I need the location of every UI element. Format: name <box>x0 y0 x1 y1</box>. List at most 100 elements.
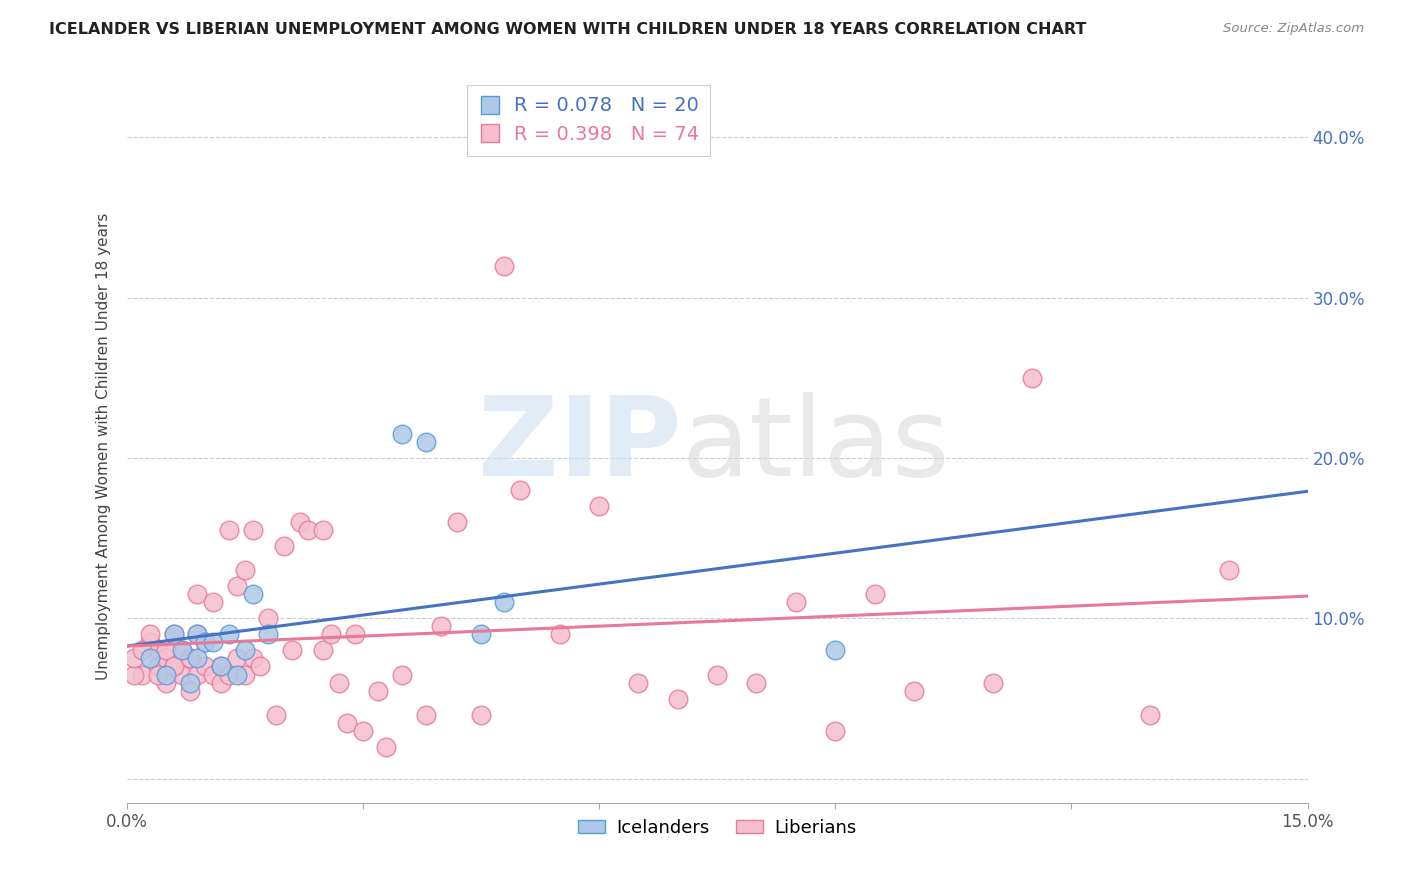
Point <box>375 739 398 754</box>
Point <box>170 643 193 657</box>
Text: Source: ZipAtlas.com: Source: ZipAtlas.com <box>1223 22 1364 36</box>
Point <box>785 595 807 609</box>
Point <box>131 667 153 681</box>
Point <box>981 675 1004 690</box>
Point <box>202 667 225 681</box>
Point <box>163 627 186 641</box>
Point <box>139 635 162 649</box>
Point <box>202 635 225 649</box>
Point <box>202 595 225 609</box>
Point <box>312 523 335 537</box>
Point <box>415 707 437 722</box>
Y-axis label: Unemployment Among Women with Children Under 18 years: Unemployment Among Women with Children U… <box>96 212 111 680</box>
Point <box>242 651 264 665</box>
Point <box>194 635 217 649</box>
Point <box>163 659 186 673</box>
Point <box>124 651 146 665</box>
Point <box>186 651 208 665</box>
Point <box>155 651 177 665</box>
Point <box>391 427 413 442</box>
Point <box>186 627 208 641</box>
Point <box>233 563 256 577</box>
Point <box>627 675 650 690</box>
Point <box>218 627 240 641</box>
Point <box>288 515 311 529</box>
Point <box>209 659 232 673</box>
Point <box>233 643 256 657</box>
Point <box>186 627 208 641</box>
Point <box>146 643 169 657</box>
Point <box>903 683 925 698</box>
Point <box>225 579 247 593</box>
Point <box>430 619 453 633</box>
Point <box>139 627 162 641</box>
Point <box>446 515 468 529</box>
Point <box>470 707 492 722</box>
Point <box>588 499 610 513</box>
Legend: Icelanders, Liberians: Icelanders, Liberians <box>571 812 863 844</box>
Point <box>863 587 886 601</box>
Point <box>509 483 531 497</box>
Point <box>494 595 516 609</box>
Point <box>155 643 177 657</box>
Point <box>343 627 366 641</box>
Point <box>179 651 201 665</box>
Point <box>706 667 728 681</box>
Point <box>242 587 264 601</box>
Point <box>146 667 169 681</box>
Point <box>124 667 146 681</box>
Point <box>170 667 193 681</box>
Point <box>415 435 437 450</box>
Point <box>257 611 280 625</box>
Point <box>321 627 343 641</box>
Point <box>139 651 162 665</box>
Point <box>264 707 287 722</box>
Point <box>194 635 217 649</box>
Point <box>281 643 304 657</box>
Point <box>218 667 240 681</box>
Point <box>209 675 232 690</box>
Text: ZIP: ZIP <box>478 392 682 500</box>
Point <box>209 659 232 673</box>
Text: atlas: atlas <box>682 392 950 500</box>
Point <box>186 587 208 601</box>
Point <box>233 667 256 681</box>
Point <box>745 675 768 690</box>
Point <box>163 627 186 641</box>
Text: ICELANDER VS LIBERIAN UNEMPLOYMENT AMONG WOMEN WITH CHILDREN UNDER 18 YEARS CORR: ICELANDER VS LIBERIAN UNEMPLOYMENT AMONG… <box>49 22 1087 37</box>
Point <box>352 723 374 738</box>
Point <box>257 627 280 641</box>
Point <box>494 259 516 273</box>
Point <box>470 627 492 641</box>
Point <box>225 651 247 665</box>
Point <box>548 627 571 641</box>
Point <box>1139 707 1161 722</box>
Point <box>336 715 359 730</box>
Point <box>131 643 153 657</box>
Point <box>391 667 413 681</box>
Point <box>1218 563 1240 577</box>
Point <box>179 683 201 698</box>
Point <box>328 675 350 690</box>
Point <box>824 723 846 738</box>
Point <box>155 675 177 690</box>
Point <box>297 523 319 537</box>
Point <box>242 523 264 537</box>
Point <box>367 683 389 698</box>
Point <box>1021 371 1043 385</box>
Point <box>163 659 186 673</box>
Point <box>155 667 177 681</box>
Point <box>194 659 217 673</box>
Point <box>179 675 201 690</box>
Point <box>146 659 169 673</box>
Point <box>179 651 201 665</box>
Point <box>666 691 689 706</box>
Point <box>186 667 208 681</box>
Point <box>312 643 335 657</box>
Point <box>249 659 271 673</box>
Point <box>218 523 240 537</box>
Point <box>273 539 295 553</box>
Point <box>225 667 247 681</box>
Point <box>824 643 846 657</box>
Point <box>170 643 193 657</box>
